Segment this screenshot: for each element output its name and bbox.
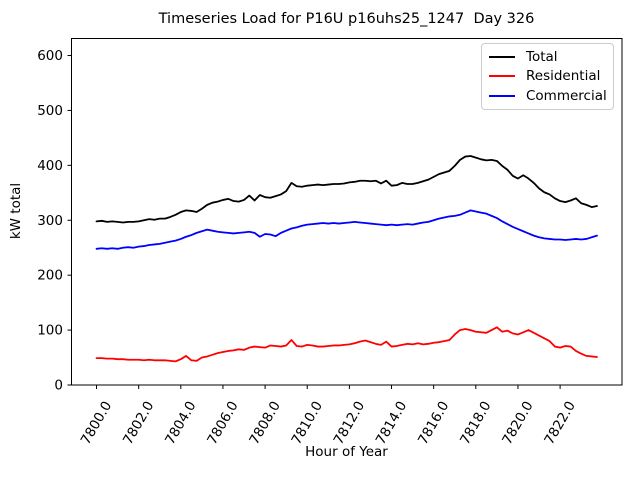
x-tick-label: 7814.0 [373,399,410,448]
x-tick-label: 7800.0 [78,399,115,448]
legend-label-residential: Residential [526,68,601,85]
x-axis-label: Hour of Year [305,444,388,460]
legend-item-residential: Residential [489,68,606,84]
y-axis-label: kW total [8,182,24,240]
x-tick-label: 7808.0 [246,399,283,448]
legend-item-commercial: Commercial [489,88,607,105]
legend-item-total: Total [489,49,606,65]
residential-line-sample [489,75,515,78]
x-tick-label: 7806.0 [204,399,241,448]
legend: Total Residential Commercial [481,43,614,110]
y-tick-label: 500 [37,103,63,119]
legend-label-commercial: Commercial [526,88,607,105]
series-line-commercial [95,209,598,250]
y-tick-label: 300 [37,213,63,229]
x-tick-label: 7812.0 [331,399,368,448]
y-tick-label: 200 [37,268,63,284]
legend-label-total: Total [526,48,558,65]
x-tick-label: 7818.0 [457,399,494,448]
y-tick-label: 100 [37,323,63,339]
x-tick-label: 7816.0 [415,399,452,448]
chart-title: Timeseries Load for P16U p16uhs25_1247 D… [158,11,535,27]
x-tick-label: 7802.0 [120,399,157,448]
series-line-total [95,155,598,224]
x-tick-label: 7822.0 [541,399,578,448]
y-tick-label: 400 [37,158,63,174]
x-tick-label: 7810.0 [288,399,325,448]
x-tick-label: 7820.0 [499,399,536,448]
series-line-residential [95,326,598,363]
y-tick-label: 0 [54,378,63,394]
total-line-sample [489,55,515,58]
y-tick-label: 600 [37,48,63,64]
x-tick-label: 7804.0 [162,399,199,448]
commercial-line-sample [489,95,515,98]
axes-frame [71,38,623,386]
